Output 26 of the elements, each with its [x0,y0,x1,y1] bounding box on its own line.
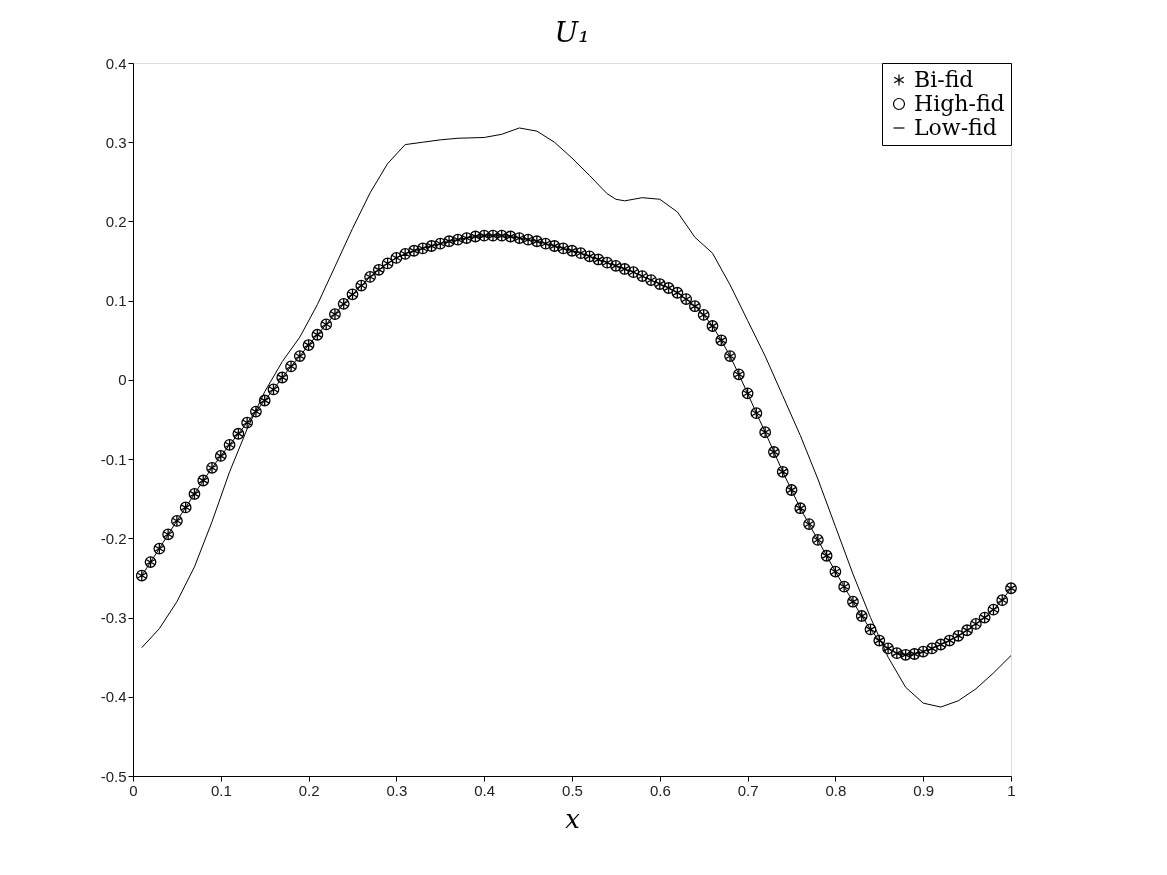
y-tick-label: -0.1 [100,450,127,468]
x-tick-label: 0.9 [913,781,935,799]
x-tick-label: 0.4 [474,781,496,799]
legend-label: Low-fid [914,115,997,140]
x-tick-label: 0.7 [737,781,759,799]
y-tick-label: 0.4 [105,54,127,72]
y-tick-label: 0.1 [105,292,127,310]
legend-label: Bi-fid [914,67,974,92]
y-tick-label: 0 [118,371,127,389]
chart-title: U₁ [554,16,590,49]
legend-label: High-fid [914,91,1005,116]
y-tick-label: -0.2 [100,529,127,547]
y-tick-label: 0.2 [105,212,127,230]
x-tick-label: 0 [129,781,138,799]
x-tick-label: 0.2 [298,781,320,799]
y-tick-label: -0.3 [100,609,127,627]
x-axis-title: x [565,803,581,834]
x-tick-label: 0.6 [649,781,671,799]
y-tick-label: -0.4 [100,688,127,706]
x-tick-label: 1 [1007,781,1016,799]
x-tick-label: 0.1 [210,781,232,799]
x-tick-label: 0.3 [386,781,408,799]
x-tick-label: 0.5 [562,781,583,799]
y-tick-label: 0.3 [105,133,127,151]
x-tick-label: 0.8 [825,781,847,799]
y-tick-label: -0.5 [100,767,127,785]
